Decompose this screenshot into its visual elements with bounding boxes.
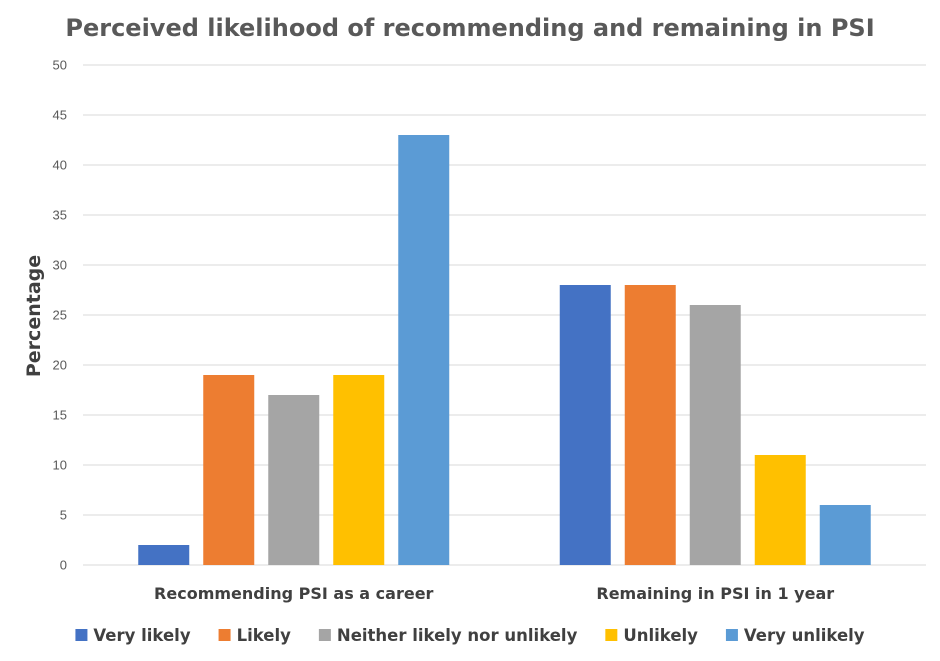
bar-likely-remaining-in-psi-in-1-year xyxy=(624,285,676,565)
legend-label-very-likely: Very likely xyxy=(93,626,190,645)
y-tick-30: 30 xyxy=(53,258,67,273)
legend-label-neither-likely-nor-unlikely: Neither likely nor unlikely xyxy=(337,626,578,645)
y-tick-0: 0 xyxy=(60,558,67,573)
legend-swatch-very-likely xyxy=(75,629,88,641)
y-tick-20: 20 xyxy=(53,358,67,373)
legend-item-very-likely: Very likely xyxy=(75,626,191,645)
y-tick-15: 15 xyxy=(53,408,67,423)
bar-unlikely-recommending-psi-as-a-career xyxy=(333,375,385,565)
y-tick-5: 5 xyxy=(60,508,67,523)
category-label-1: Recommending PSI as a career xyxy=(154,584,433,603)
legend-item-likely: Likely xyxy=(218,626,292,645)
legend-item-very-unlikely: Very unlikely xyxy=(725,626,865,645)
y-tick-40: 40 xyxy=(53,158,67,173)
bar-neither-likely-nor-unlikely-recommending-psi-as-a-career xyxy=(268,395,320,565)
chart-title: Perceived likelihood of recommending and… xyxy=(65,14,874,42)
legend: Very likely Likely Neither likely nor unli… xyxy=(75,626,865,645)
y-tick-50: 50 xyxy=(53,58,67,73)
x-axis-categories: Recommending PSI as a career Remaining in… xyxy=(154,584,834,603)
legend-label-likely: Likely xyxy=(237,626,292,645)
y-tick-35: 35 xyxy=(53,208,67,223)
y-tick-10: 10 xyxy=(53,458,67,473)
bar-unlikely-remaining-in-psi-in-1-year xyxy=(754,455,806,565)
bar-neither-likely-nor-unlikely-remaining-in-psi-in-1-year xyxy=(689,305,741,565)
category-label-2: Remaining in PSI in 1 year xyxy=(596,584,834,603)
bar-very-unlikely-remaining-in-psi-in-1-year xyxy=(819,505,871,565)
legend-swatch-neither-likely-nor-unlikely xyxy=(318,629,331,641)
bar-very-likely-recommending-psi-as-a-career xyxy=(138,545,190,565)
legend-item-unlikely: Unlikely xyxy=(605,626,698,645)
y-axis-ticks: 0 5 10 15 20 25 30 35 40 45 50 xyxy=(53,58,67,573)
bar-very-likely-remaining-in-psi-in-1-year xyxy=(559,285,611,565)
y-axis-label: Percentage xyxy=(23,255,45,377)
bar-likely-recommending-psi-as-a-career xyxy=(203,375,255,565)
legend-swatch-unlikely xyxy=(605,629,618,641)
y-tick-25: 25 xyxy=(53,308,67,323)
legend-label-unlikely: Unlikely xyxy=(623,626,698,645)
legend-swatch-very-unlikely xyxy=(725,629,738,641)
legend-label-very-unlikely: Very unlikely xyxy=(744,626,865,645)
bars xyxy=(138,135,871,565)
bar-very-unlikely-recommending-psi-as-a-career xyxy=(398,135,450,565)
legend-item-neither-likely-nor-unlikely: Neither likely nor unlikely xyxy=(318,626,578,645)
y-tick-45: 45 xyxy=(53,108,67,123)
legend-swatch-likely xyxy=(218,629,231,641)
